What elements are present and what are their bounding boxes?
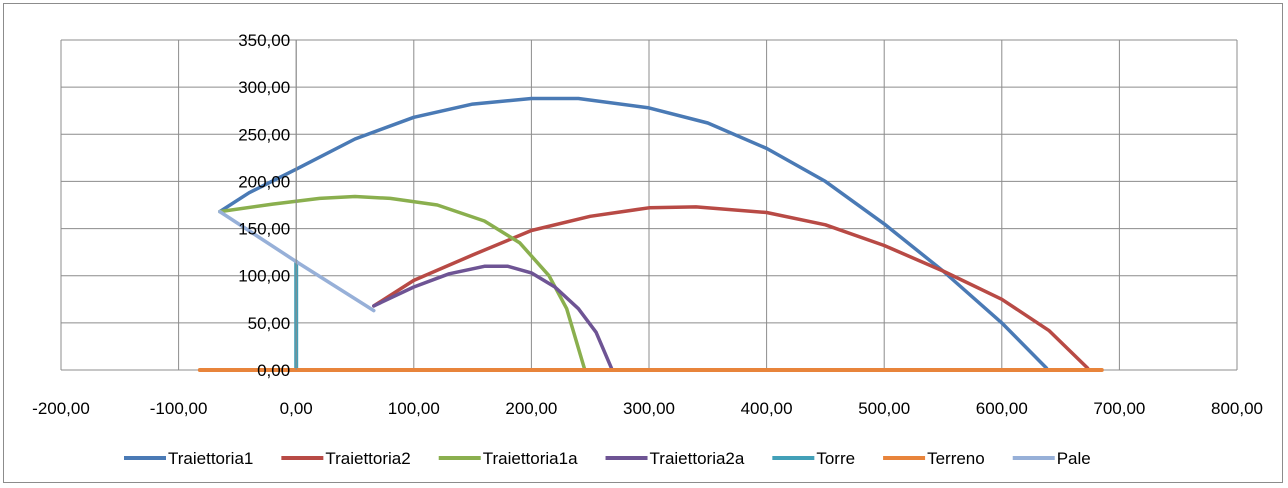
y-tick-label: 300,00 bbox=[238, 78, 290, 97]
legend: Traiettoria1 Traiettoria2 Traiettoria1a Tra… bbox=[124, 449, 1091, 468]
series-lines bbox=[197, 96, 1104, 372]
legend-label: Torre bbox=[816, 449, 855, 468]
y-tick-label: 350,00 bbox=[238, 31, 290, 50]
x-tick-label: 400,00 bbox=[741, 399, 793, 418]
legend-label: Traiettoria1a bbox=[483, 449, 578, 468]
series-line-traiettoria2 bbox=[372, 205, 1090, 370]
x-axis: -200,00 -100,00 0,00 100,00 200,00 300,00 400,… bbox=[32, 399, 1263, 418]
x-tick-label: -100,00 bbox=[150, 399, 208, 418]
trajectory-chart: -200,00 -100,00 0,00 100,00 200,00 300,00 400,… bbox=[32, 31, 1263, 468]
y-tick-label: 50,00 bbox=[248, 314, 291, 333]
legend-item-traiettoria2: Traiettoria2 bbox=[281, 449, 411, 468]
legend-label: Traiettoria2a bbox=[650, 449, 745, 468]
legend-item-traiettoria1a: Traiettoria1a bbox=[438, 449, 578, 468]
x-tick-label: 500,00 bbox=[858, 399, 910, 418]
x-tick-label: 600,00 bbox=[976, 399, 1028, 418]
legend-label: Traiettoria1 bbox=[168, 449, 253, 468]
y-tick-label: 250,00 bbox=[238, 125, 290, 144]
series-line-traiettoria1 bbox=[218, 96, 1049, 370]
legend-item-pale: Pale bbox=[1012, 449, 1091, 468]
x-tick-label: 700,00 bbox=[1093, 399, 1145, 418]
y-tick-label: 0,00 bbox=[257, 361, 290, 380]
legend-label: Terreno bbox=[927, 449, 985, 468]
legend-item-terreno: Terreno bbox=[883, 449, 985, 468]
legend-item-torre: Torre bbox=[772, 449, 855, 468]
y-axis: 0,00 50,00 100,00 150,00 200,00 250,00 300,00 3… bbox=[238, 31, 297, 380]
legend-label: Pale bbox=[1057, 449, 1091, 468]
x-tick-label: 0,00 bbox=[280, 399, 313, 418]
y-tick-label: 150,00 bbox=[238, 220, 290, 239]
legend-item-traiettoria1: Traiettoria1 bbox=[124, 449, 253, 468]
chart-frame: -200,00 -100,00 0,00 100,00 200,00 300,00 400,… bbox=[3, 3, 1283, 483]
y-tick-label: 100,00 bbox=[238, 267, 290, 286]
x-tick-label: 300,00 bbox=[623, 399, 675, 418]
x-tick-label: 200,00 bbox=[505, 399, 557, 418]
series-line-traiettoria2a bbox=[372, 264, 614, 370]
x-tick-label: 800,00 bbox=[1211, 399, 1263, 418]
legend-label: Traiettoria2 bbox=[325, 449, 410, 468]
legend-item-traiettoria2a: Traiettoria2a bbox=[605, 449, 745, 468]
y-tick-label: 200,00 bbox=[238, 172, 290, 191]
x-tick-label: -200,00 bbox=[32, 399, 90, 418]
x-tick-label: 100,00 bbox=[388, 399, 440, 418]
